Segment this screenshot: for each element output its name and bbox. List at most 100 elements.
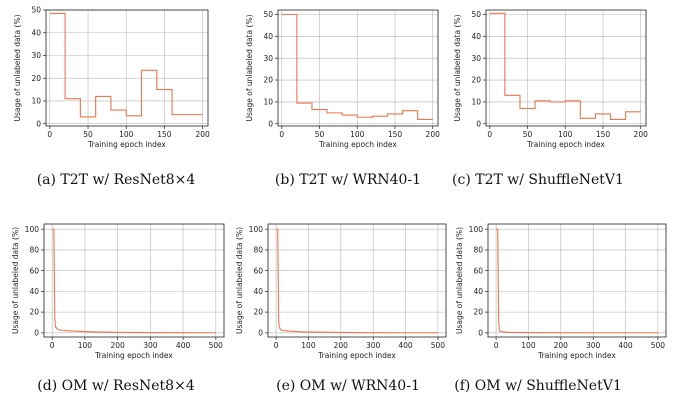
x-axis-label: Training epoch index: [537, 351, 616, 360]
x-tick-label: 0: [50, 341, 55, 350]
y-tick-label: 0: [478, 328, 483, 337]
series-line: [281, 13, 433, 120]
x-tick-label: 200: [110, 341, 125, 350]
x-tick-label: 100: [350, 130, 365, 139]
y-tick-label: 10: [471, 98, 481, 107]
y-tick-label: 10: [263, 98, 273, 107]
y-tick-label: 80: [473, 246, 483, 255]
x-tick-label: 100: [78, 341, 93, 350]
x-axis-label: Training epoch index: [317, 351, 396, 360]
y-tick-label: 40: [253, 287, 263, 296]
y-tick-label: 0: [36, 119, 41, 128]
y-tick-label: 0: [268, 119, 273, 128]
x-axis-label: Training epoch index: [87, 140, 166, 149]
y-axis-label: Usage of unlabeled data (%): [245, 14, 254, 121]
x-tick-label: 200: [634, 130, 649, 139]
x-tick-label: 200: [426, 130, 441, 139]
y-tick-label: 30: [263, 54, 273, 63]
x-tick-label: 300: [586, 341, 601, 350]
x-tick-label: 50: [83, 130, 93, 139]
x-tick-label: 400: [398, 341, 413, 350]
series-line: [489, 12, 641, 120]
y-tick-label: 100: [25, 225, 40, 234]
x-tick-label: 50: [523, 130, 533, 139]
x-tick-label: 0: [274, 341, 279, 350]
y-tick-label: 30: [31, 51, 41, 60]
x-tick-label: 0: [47, 130, 52, 139]
x-tick-label: 400: [618, 341, 633, 350]
series-line: [496, 228, 658, 334]
panel-caption: (d) OM w/ ResNet8×4: [37, 378, 195, 394]
x-tick-label: 0: [487, 130, 492, 139]
x-axis-label: Training epoch index: [94, 351, 173, 360]
panel-caption: (f) OM w/ ShuffleNetV1: [454, 378, 621, 394]
x-tick-label: 400: [176, 341, 191, 350]
series-line: [52, 228, 216, 334]
x-tick-label: 200: [195, 130, 210, 139]
panel-caption: (a) T2T w/ ResNet8×4: [37, 172, 196, 188]
x-tick-label: 0: [279, 130, 284, 139]
y-tick-label: 60: [253, 266, 263, 275]
x-tick-label: 500: [651, 341, 666, 350]
axes-frame: [487, 223, 667, 338]
y-tick-label: 40: [471, 32, 481, 41]
axes-frame: [267, 223, 447, 338]
y-tick-label: 0: [34, 328, 39, 337]
y-tick-label: 40: [31, 28, 41, 37]
y-tick-label: 50: [471, 10, 481, 19]
y-tick-label: 60: [29, 266, 39, 275]
y-tick-label: 20: [253, 308, 263, 317]
y-tick-label: 20: [263, 76, 273, 85]
y-tick-label: 50: [263, 10, 273, 19]
y-axis-label: Usage of unlabeled data (%): [235, 227, 244, 334]
x-tick-label: 50: [315, 130, 325, 139]
y-tick-label: 80: [29, 246, 39, 255]
axes-frame: [43, 223, 225, 338]
series-line: [276, 228, 438, 334]
y-tick-label: 0: [476, 119, 481, 128]
panel-caption: (e) OM w/ WRN40-1: [276, 378, 420, 394]
series-line: [49, 12, 203, 118]
x-tick-label: 0: [494, 341, 499, 350]
y-tick-label: 20: [473, 308, 483, 317]
x-tick-label: 300: [143, 341, 158, 350]
y-axis-label: Usage of unlabeled data (%): [455, 227, 464, 334]
x-tick-label: 500: [209, 341, 224, 350]
x-tick-label: 100: [521, 341, 536, 350]
x-axis-label: Training epoch index: [526, 140, 605, 149]
y-tick-label: 50: [31, 6, 41, 15]
axes-frame: [485, 9, 647, 127]
x-tick-label: 200: [554, 341, 569, 350]
y-tick-label: 60: [473, 266, 483, 275]
y-axis-label: Usage of unlabeled data (%): [11, 227, 20, 334]
y-axis-label: Usage of unlabeled data (%): [13, 14, 22, 121]
panel-caption: (b) T2T w/ WRN40-1: [275, 172, 421, 188]
y-tick-label: 40: [473, 287, 483, 296]
y-axis-label: Usage of unlabeled data (%): [453, 14, 462, 121]
y-tick-label: 40: [263, 32, 273, 41]
y-tick-label: 20: [31, 74, 41, 83]
y-tick-label: 20: [471, 76, 481, 85]
x-axis-label: Training epoch index: [318, 140, 397, 149]
y-tick-label: 40: [29, 287, 39, 296]
y-tick-label: 100: [469, 225, 484, 234]
y-tick-label: 20: [29, 308, 39, 317]
x-tick-label: 100: [119, 130, 134, 139]
axes-frame: [277, 9, 439, 127]
y-tick-label: 10: [31, 97, 41, 106]
y-tick-label: 80: [253, 246, 263, 255]
y-tick-label: 30: [471, 54, 481, 63]
x-tick-label: 200: [334, 341, 349, 350]
x-tick-label: 300: [366, 341, 381, 350]
panel-caption: (c) T2T w/ ShuffleNetV1: [452, 172, 624, 188]
x-tick-label: 100: [558, 130, 573, 139]
axes-frame: [45, 9, 209, 127]
y-tick-label: 0: [258, 328, 263, 337]
